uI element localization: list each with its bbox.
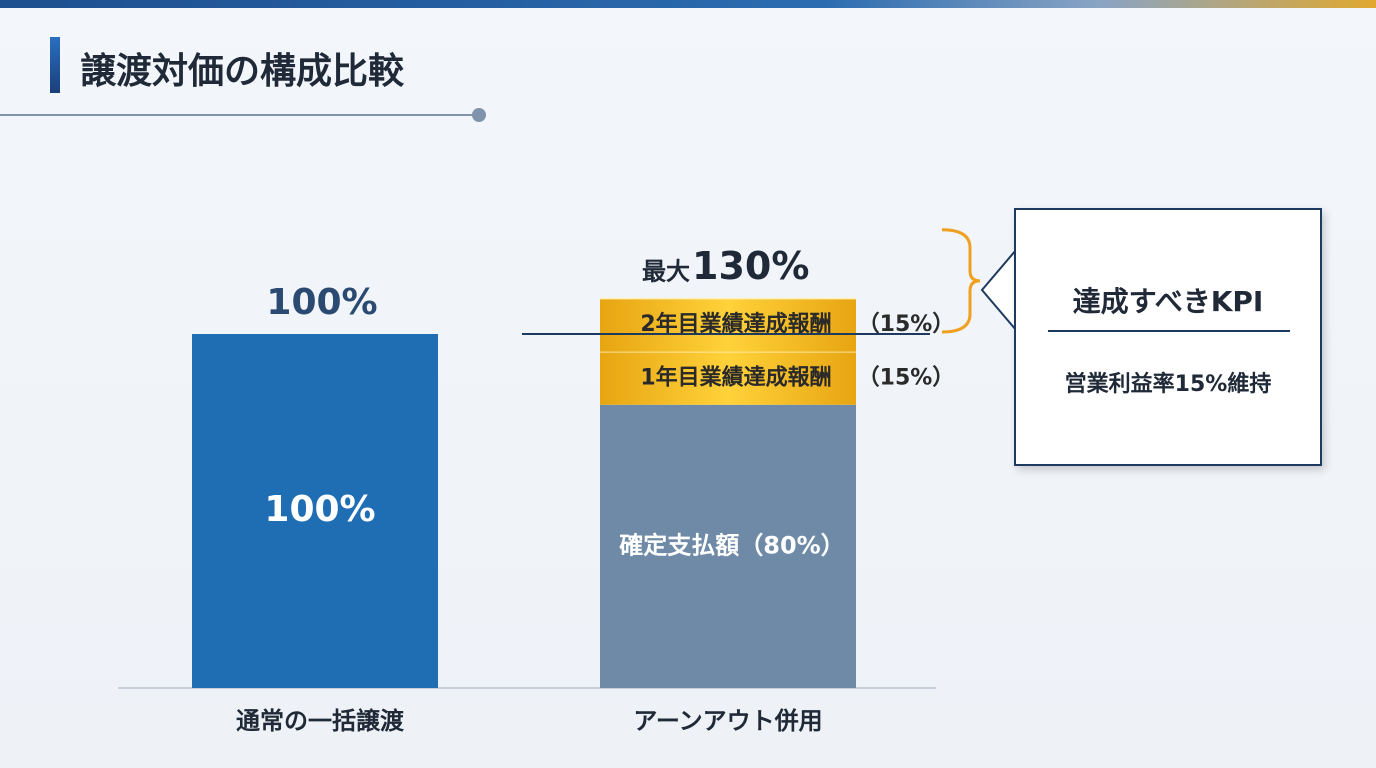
bar-segment-2-2 xyxy=(600,404,856,688)
total-value-label: 130% xyxy=(692,244,809,288)
total-value-label: 100% xyxy=(266,282,377,323)
kpi-divider xyxy=(1048,330,1290,332)
kpi-callout-box: 達成すべきKPI 営業利益率15%維持 xyxy=(1014,208,1322,466)
callout-pointer xyxy=(980,249,1017,331)
bar-segment-label: 1年目業績達成報酬 xyxy=(640,364,831,390)
top-accent-bar xyxy=(0,0,1376,8)
bar-segment-2-4 xyxy=(600,298,856,352)
total-prefix-label: 最大 xyxy=(642,258,690,286)
bar-segment-percent-label: （15%） xyxy=(858,365,955,390)
category-label: アーンアウト併用 xyxy=(633,707,822,735)
bar-segment-label: 2年目業績達成報酬 xyxy=(640,311,831,337)
bar-segment-2-3 xyxy=(600,351,856,405)
title-accent-bar xyxy=(50,37,60,93)
slide-title: 譲渡対価の構成比較 xyxy=(80,51,405,92)
kpi-value: 営業利益率15%維持 xyxy=(1064,372,1272,397)
title-underline xyxy=(0,114,478,116)
earnout-bracket xyxy=(941,228,981,334)
title-underline-dot xyxy=(472,108,486,122)
kpi-title: 達成すべきKPI xyxy=(1072,285,1264,318)
bar-segment-label: 100% xyxy=(264,489,375,530)
category-label: 通常の一括譲渡 xyxy=(236,707,405,735)
bar-segment-percent-label: （15%） xyxy=(858,312,955,337)
bar-segment-label: 確定支払額（80%） xyxy=(619,531,844,559)
bar-segment-1-1 xyxy=(192,334,438,688)
